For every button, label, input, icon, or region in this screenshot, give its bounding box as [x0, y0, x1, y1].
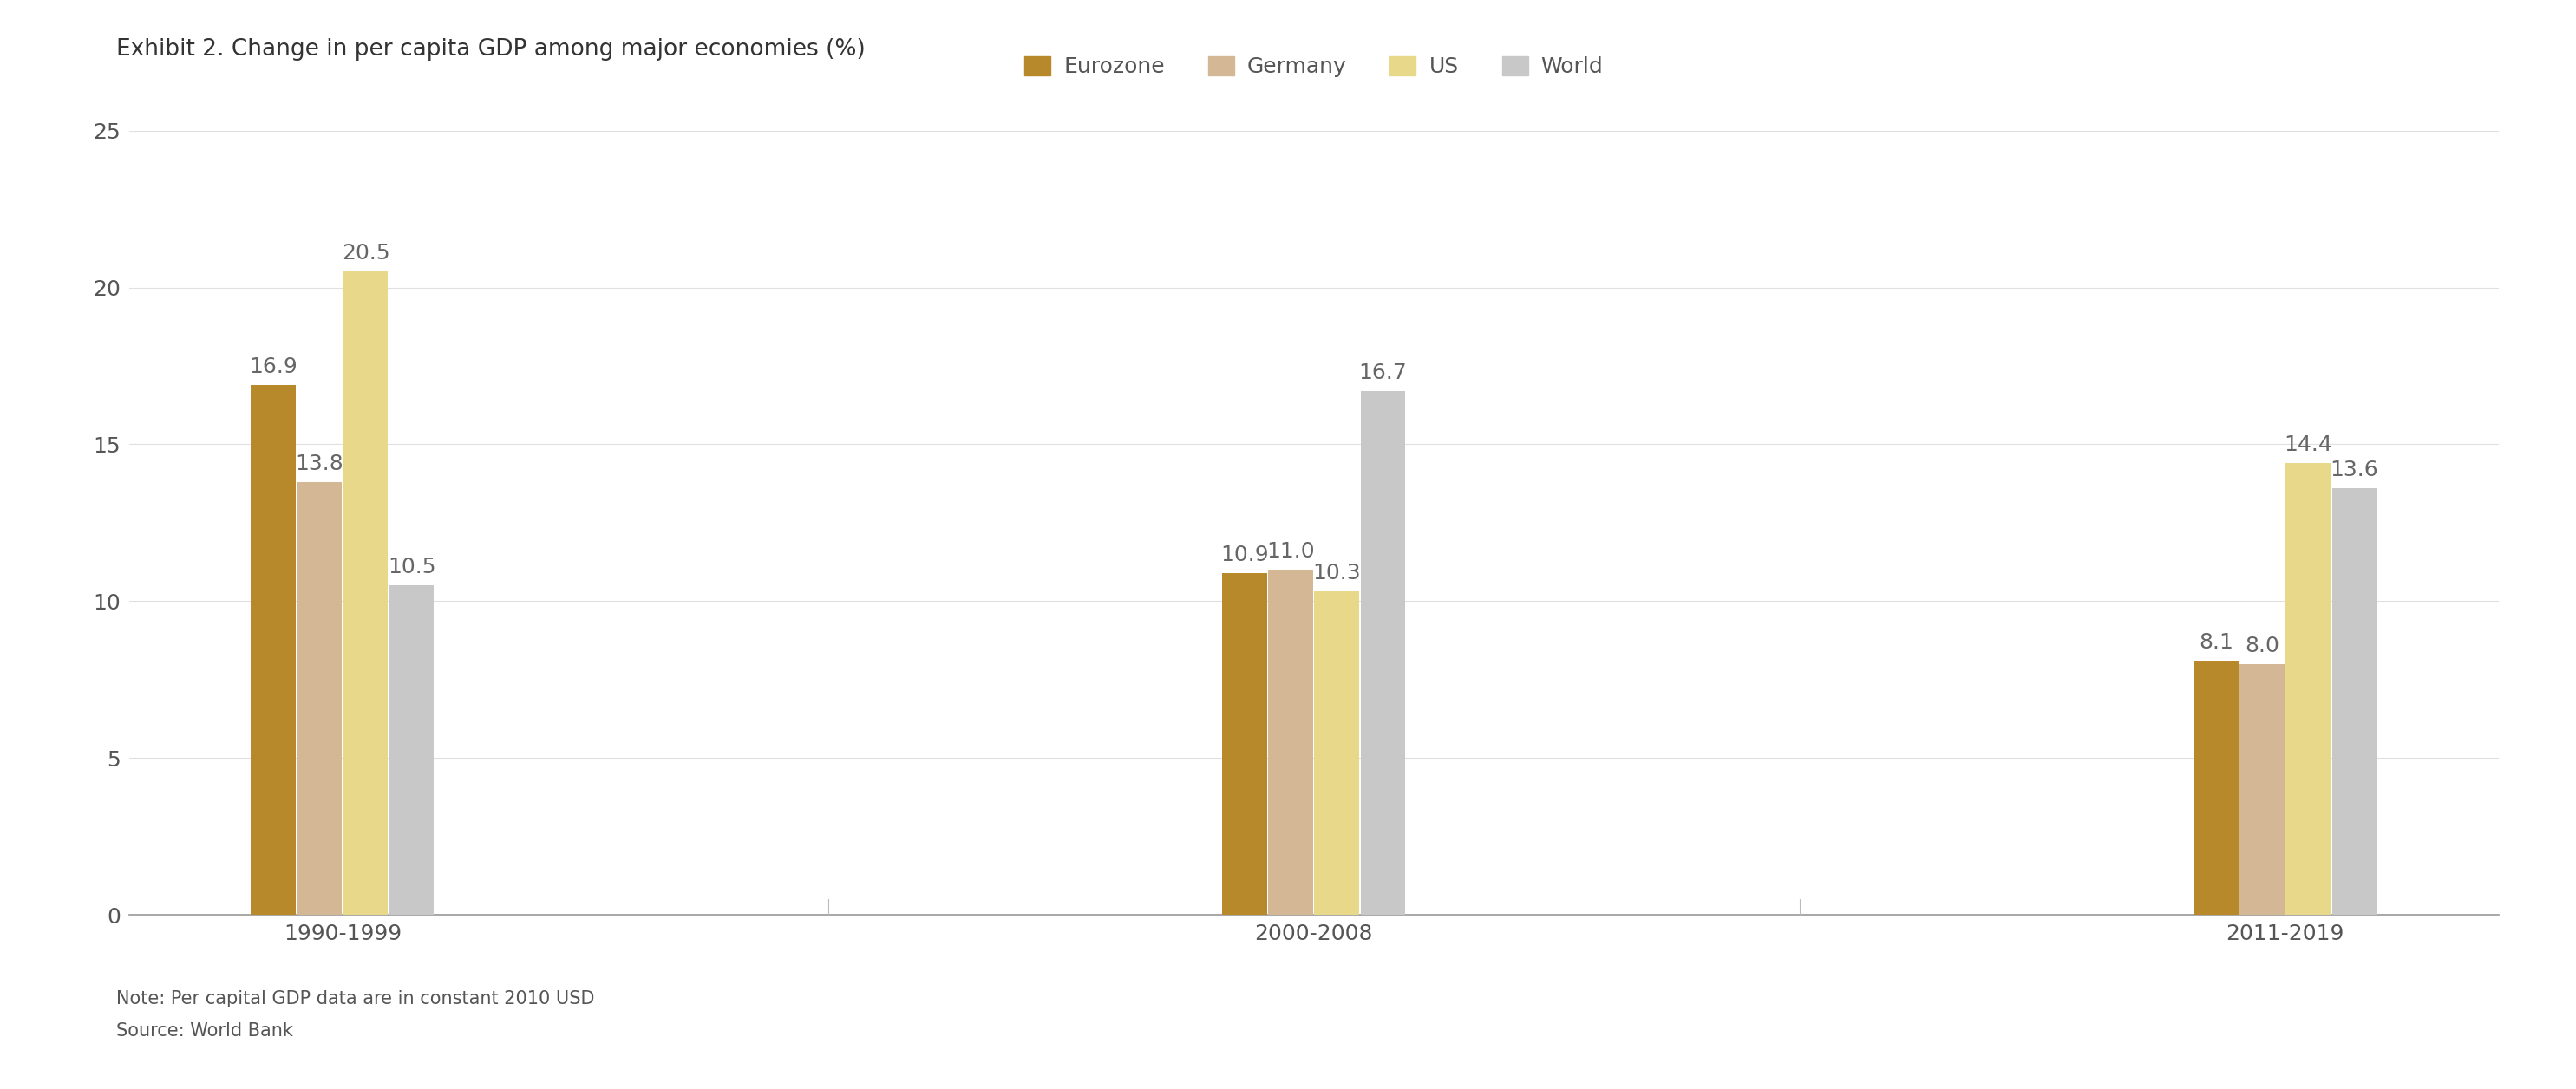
- Text: Exhibit 2. Change in per capita GDP among major economies (%): Exhibit 2. Change in per capita GDP amon…: [116, 38, 866, 61]
- Bar: [2331, 488, 2378, 915]
- Bar: [296, 482, 343, 915]
- Text: 10.5: 10.5: [386, 556, 435, 577]
- Bar: [2192, 661, 2239, 915]
- Text: 16.9: 16.9: [250, 356, 296, 377]
- Text: Source: World Bank: Source: World Bank: [116, 1023, 294, 1040]
- Bar: [1314, 591, 1360, 915]
- Text: 8.0: 8.0: [2244, 635, 2280, 656]
- Bar: [1221, 573, 1267, 915]
- Bar: [343, 272, 389, 915]
- Text: Note: Per capital GDP data are in constant 2010 USD: Note: Per capital GDP data are in consta…: [116, 990, 595, 1007]
- Text: 10.3: 10.3: [1314, 563, 1360, 584]
- Bar: [2239, 664, 2285, 915]
- Text: 20.5: 20.5: [343, 243, 389, 264]
- Text: 14.4: 14.4: [2285, 435, 2331, 455]
- Text: 13.6: 13.6: [2331, 460, 2378, 480]
- Bar: [2285, 463, 2331, 915]
- Bar: [389, 586, 435, 915]
- Text: 8.1: 8.1: [2197, 632, 2233, 653]
- Text: 16.7: 16.7: [1358, 363, 1406, 383]
- Text: 10.9: 10.9: [1221, 544, 1267, 565]
- Bar: [1267, 570, 1314, 915]
- Legend: Eurozone, Germany, US, World: Eurozone, Germany, US, World: [1015, 48, 1613, 86]
- Text: 13.8: 13.8: [296, 453, 343, 474]
- Bar: [250, 384, 296, 915]
- Bar: [1360, 391, 1406, 915]
- Text: 11.0: 11.0: [1267, 541, 1314, 562]
